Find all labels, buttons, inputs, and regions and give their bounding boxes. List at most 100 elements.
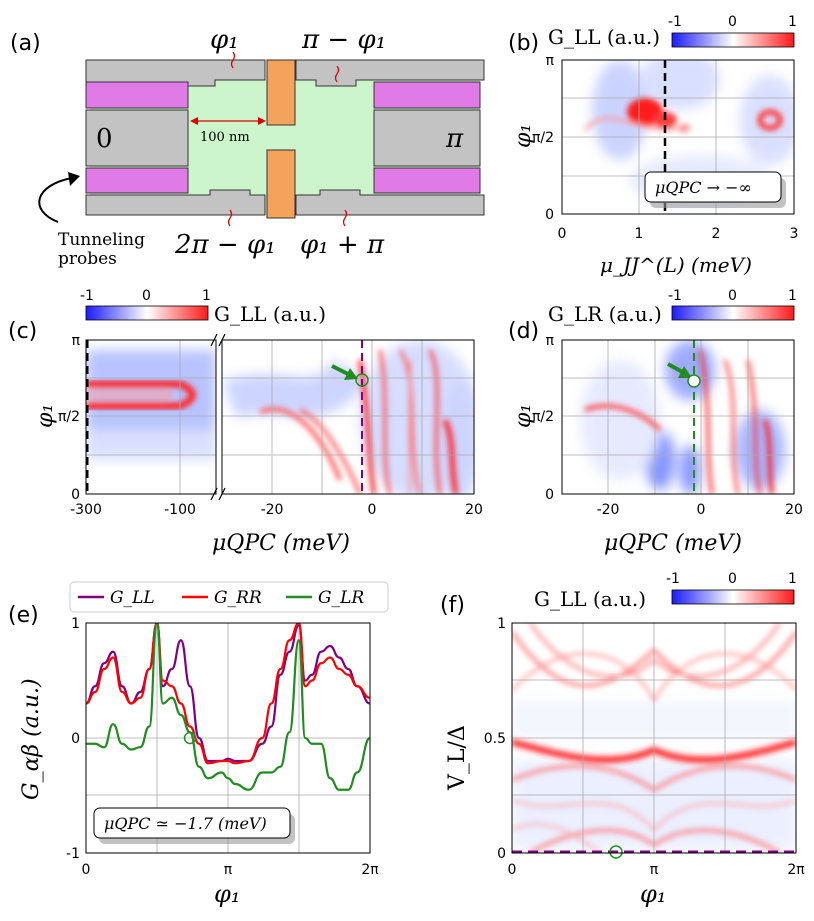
- colorbar-label-f: G_LL (a.u.): [534, 587, 646, 611]
- left-lead: [85, 109, 189, 167]
- xticks-c-3: 0: [368, 502, 377, 518]
- yticks-d-1: π/2: [532, 409, 554, 425]
- axes-frame-e: [85, 622, 371, 854]
- phase-bottom-right: φ₁ + π: [300, 230, 385, 260]
- cbar-tick-b-mid: 0: [728, 14, 737, 30]
- phase-bottom-left: 2π − φ₁: [174, 230, 276, 260]
- xticks-d: -20 0 20: [597, 502, 803, 518]
- phase-top-left: φ₁: [210, 25, 239, 55]
- grid-d: [562, 340, 794, 494]
- marker-point-e: [183, 731, 197, 745]
- panel-a-label: (a): [10, 31, 41, 56]
- marker-point-d: [687, 374, 701, 388]
- heatmap-c-left: [86, 350, 216, 460]
- cbar-tick-d-mid: 0: [728, 288, 737, 304]
- scale-arrowhead-right: [258, 117, 266, 125]
- xticks-e-0: 0: [82, 862, 91, 878]
- cbar-tick-f-min: -1: [666, 571, 680, 587]
- cbar-tick-c-min: -1: [80, 288, 94, 304]
- probes-arrowhead: [68, 172, 80, 186]
- axes-frame-c-right: [221, 339, 475, 495]
- marker-point-f: [609, 845, 623, 859]
- xticks-f-0: 0: [508, 862, 517, 878]
- xticks-d-0: -20: [597, 502, 620, 518]
- xticks-c-0: -300: [70, 502, 102, 518]
- cbar-tick-d-min: -1: [668, 288, 682, 304]
- yticks-f-0: 0: [497, 846, 506, 862]
- yticks-f-1: 0.5: [484, 731, 506, 747]
- axes-frame-d: [561, 339, 795, 495]
- colorbar-b: [671, 32, 795, 48]
- axes-frame-b: [561, 59, 795, 215]
- lead-left-label: 0: [96, 124, 113, 154]
- heatmap-c-right: [222, 340, 474, 494]
- ylabel-e: G_αβ (a.u.): [19, 678, 44, 800]
- cbar-tick-f-max: 1: [788, 571, 797, 587]
- yticks-d-2: π: [546, 333, 555, 349]
- probe-mark-1: [230, 51, 236, 69]
- ylabel-d: φ₁: [511, 404, 536, 428]
- xlabel-e: φ₁: [214, 880, 240, 908]
- xticks-b-1: 1: [635, 226, 644, 242]
- phase-top-right: π − φ₁: [301, 25, 386, 55]
- xticks-b: 0 1 2 3: [558, 226, 799, 242]
- legend-box-e: [69, 581, 389, 613]
- yticks-e-1: 0: [71, 731, 80, 747]
- ylabel-b: φ₁: [511, 124, 536, 148]
- xticks-e-1: π: [224, 862, 233, 878]
- yticks-f-2: 1: [497, 616, 506, 632]
- panel-f-label: (f): [440, 593, 465, 618]
- yticks-c-1: π/2: [58, 409, 80, 425]
- ylabel-f: V_L/Δ: [445, 725, 470, 791]
- panel-a: (a) 100 nm 0 π φ₁ π − φ₁ 2π − φ₁ φ₁ + π: [10, 25, 485, 269]
- yticks-c-2: π: [72, 333, 81, 349]
- yticks-d-0: 0: [545, 487, 554, 503]
- colorbar-label-b: G_LL (a.u.): [548, 25, 660, 49]
- xlabel-b: μ_JJ^(L) (meV): [600, 253, 752, 277]
- bottom-lead: [85, 189, 266, 216]
- pointer-arrowhead-c: [344, 368, 358, 380]
- marker-point-c: [355, 373, 369, 387]
- panel-b: (b) G_LL (a.u.) -1 0 1: [508, 14, 799, 277]
- grid-f: [512, 623, 796, 853]
- panel-e-label: (e): [8, 603, 39, 628]
- cbar-tick-c-mid: 0: [142, 288, 151, 304]
- top-lead-right: [295, 59, 485, 87]
- panel-c: (c) -1 0 1 G_LL (a.u.): [8, 288, 483, 556]
- axes-frame-f: [511, 622, 797, 854]
- colorbar-d: [671, 305, 795, 321]
- right-lead: [373, 109, 481, 167]
- pointer-arrowhead-d: [678, 366, 692, 378]
- xlabel-f: φ₁: [640, 880, 666, 908]
- scale-label: 100 nm: [200, 130, 250, 145]
- annotation-b-text: μQPC → −∞: [655, 178, 752, 197]
- yticks-d: 0 π/2 π: [532, 333, 555, 503]
- probes-label-1: Tunneling: [58, 230, 145, 250]
- sc-strip-bottom-right: [373, 167, 481, 194]
- yticks-e-0: -1: [66, 846, 80, 862]
- xticks-e: 0 π 2π: [82, 862, 380, 878]
- cbar-tick-c-max: 1: [202, 288, 211, 304]
- xticks-f-1: π: [650, 862, 659, 878]
- probe-mark-2: [334, 65, 340, 83]
- xticks-b-2: 2: [712, 226, 721, 242]
- colorbar-label-c: G_LL (a.u.): [214, 302, 326, 326]
- sc-strip-top-right: [373, 81, 481, 109]
- cbar-tick-d-max: 1: [788, 288, 797, 304]
- yticks-b-0: 0: [545, 207, 554, 223]
- annotation-e-text: μQPC ≃ −1.7 (meV): [104, 814, 267, 833]
- scale-arrowhead-left: [190, 117, 198, 125]
- xlabel-c: μQPC (meV): [212, 531, 350, 556]
- gate-top: [266, 59, 296, 126]
- panel-c-label: (c): [8, 319, 37, 344]
- bottom-lead-right: [295, 189, 485, 216]
- axis-break-c: [210, 333, 226, 501]
- series-line-g-rr: [86, 623, 370, 765]
- xticks-c-2: -20: [261, 502, 284, 518]
- yticks-b: 0 π/2 π: [532, 53, 555, 223]
- xticks-b-3: 3: [790, 226, 799, 242]
- legend-label-0: G_LL: [110, 588, 155, 608]
- yticks-b-2: π: [546, 53, 555, 69]
- yticks-c: 0 π/2 π: [58, 333, 81, 503]
